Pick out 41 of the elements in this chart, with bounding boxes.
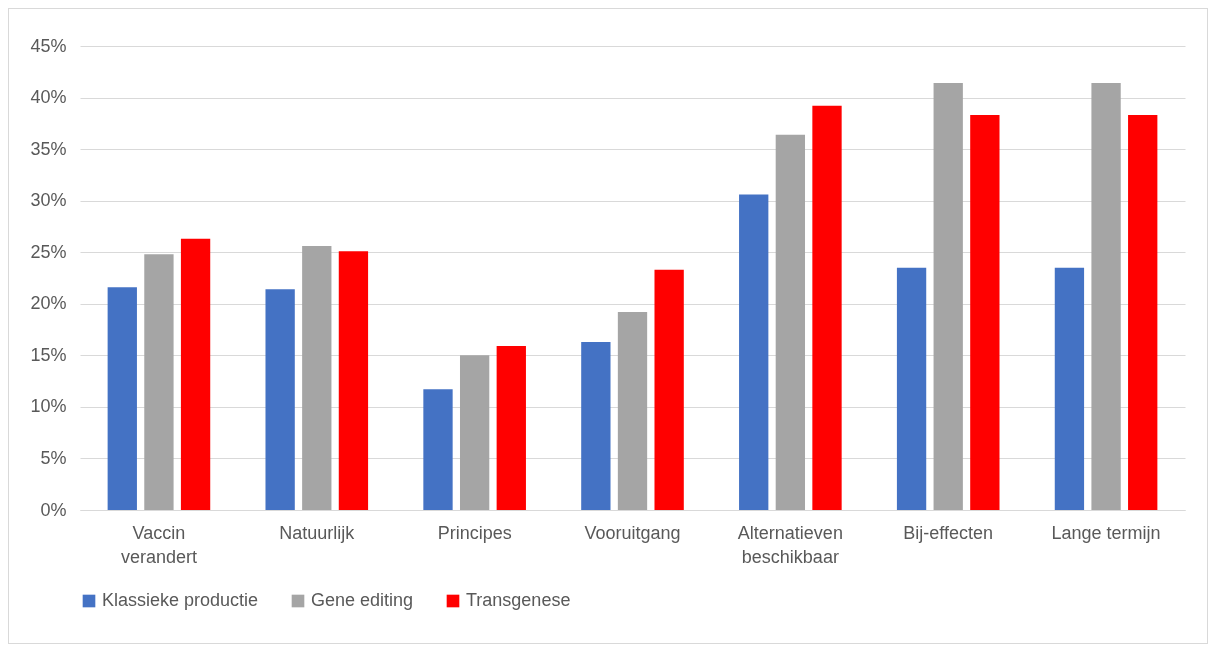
bar <box>423 389 453 510</box>
legend-label: Transgenese <box>466 590 571 610</box>
x-tick-label: Bij-effecten <box>903 522 994 543</box>
bar <box>896 267 927 510</box>
bar <box>812 105 842 510</box>
y-tick-label: 20% <box>30 293 67 314</box>
bar <box>775 134 806 510</box>
y-tick-label: 40% <box>30 87 67 108</box>
bar <box>302 246 332 510</box>
bar <box>1054 267 1085 510</box>
bar <box>338 251 369 510</box>
x-tick-label: Natuurlijk <box>279 522 356 543</box>
bar <box>654 269 684 510</box>
y-tick-label: 25% <box>30 241 67 262</box>
bar <box>107 287 137 510</box>
legend-label: Klassieke productie <box>102 590 259 610</box>
x-tick-label: Vooruitgang <box>584 522 681 543</box>
y-tick-label: 45% <box>30 35 67 56</box>
legend-label: Gene editing <box>311 590 414 610</box>
y-tick-label: 5% <box>40 447 67 468</box>
bar <box>739 194 769 510</box>
bar <box>1091 83 1121 510</box>
x-tick-label: Alternatieven beschikbaar <box>737 522 843 567</box>
bar <box>144 254 174 510</box>
bar <box>933 83 963 510</box>
x-tick-label: Principes <box>437 522 512 543</box>
bar <box>496 346 526 510</box>
bar <box>617 312 648 510</box>
bar <box>265 289 295 510</box>
bar <box>180 238 211 510</box>
y-tick-label: 15% <box>30 344 67 365</box>
bar <box>581 341 611 510</box>
y-tick-label: 0% <box>40 499 67 520</box>
bar <box>459 355 490 510</box>
y-tick-label: 10% <box>30 396 67 417</box>
bar <box>970 115 1000 510</box>
x-tick-label: Lange termijn <box>1051 522 1161 543</box>
y-tick-label: 30% <box>30 190 67 211</box>
x-tick-label: Vaccin verandert <box>120 522 197 567</box>
y-tick-label: 35% <box>30 138 67 159</box>
bar <box>1128 115 1158 510</box>
